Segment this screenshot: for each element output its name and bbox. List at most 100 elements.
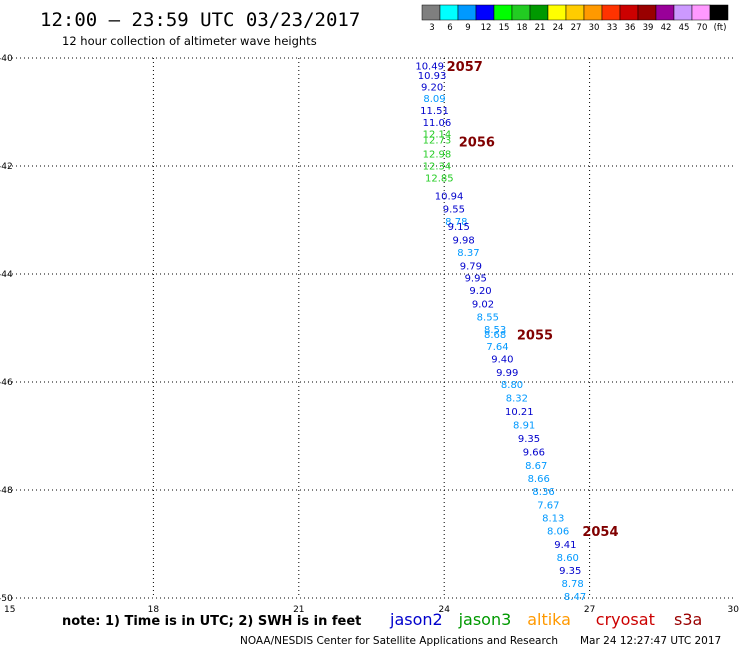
colorbar-swatch <box>457 4 477 21</box>
swh-value-label: 9.79 <box>460 261 482 272</box>
swh-value-label: 9.55 <box>443 205 465 216</box>
swh-value-label: 9.41 <box>554 540 576 551</box>
colorbar-swatch <box>529 4 549 21</box>
colorbar-swatch <box>421 4 441 21</box>
swh-value-label: 8.60 <box>557 553 579 564</box>
colorbar-label: 6 <box>447 23 452 33</box>
swh-value-label: 8.66 <box>528 474 550 485</box>
y-tick-label: -50 <box>0 594 13 604</box>
colorbar-swatch <box>655 4 675 21</box>
y-tick-label: -42 <box>0 162 13 172</box>
swh-value-label: 8.37 <box>457 248 479 259</box>
footer-timestamp: Mar 24 12:27:47 UTC 2017 <box>580 635 721 647</box>
colorbar-label: 12 <box>481 23 492 33</box>
swh-value-label: 8.68 <box>484 330 506 341</box>
pass-time-label: 2055 <box>517 328 553 343</box>
pass-time-label: 2057 <box>447 60 483 75</box>
swh-points: 10.4910.939.208.0911.5111.0612.1412.7312… <box>415 62 586 603</box>
footer-credit: NOAA/NESDIS Center for Satellite Applica… <box>240 635 558 647</box>
swh-value-label: 8.78 <box>445 217 467 228</box>
y-tick-label: -48 <box>0 486 13 496</box>
swh-value-label: 9.99 <box>496 368 518 379</box>
colorbar-label: 39 <box>643 23 654 33</box>
swh-value-label: 8.32 <box>506 394 528 405</box>
swh-value-label: 9.02 <box>472 300 494 311</box>
colorbar-label: 42 <box>661 23 672 33</box>
x-tick-label: 30 <box>728 605 740 615</box>
swh-value-label: 9.98 <box>452 235 474 246</box>
colorbar-label: 3 <box>429 23 434 33</box>
swh-value-label: 9.15 <box>448 222 470 233</box>
swh-value-label: 10.93 <box>418 71 447 82</box>
swh-value-label: 12.14 <box>423 130 452 141</box>
mission-label-s3a: s3a <box>674 610 702 629</box>
swh-value-label: 8.36 <box>532 487 554 498</box>
colorbar-swatch <box>511 4 531 21</box>
chart-subtitle: 12 hour collection of altimeter wave hei… <box>62 34 317 48</box>
swh-value-label: 9.20 <box>469 286 491 297</box>
swh-value-label: 8.13 <box>542 514 564 525</box>
swh-value-label: 12.98 <box>423 150 452 161</box>
swh-value-label: 12.73 <box>423 136 452 147</box>
colorbar-label: 18 <box>517 23 528 33</box>
y-tick-label: -40 <box>0 54 13 64</box>
swh-value-label: 8.53 <box>484 325 506 336</box>
swh-value-label: 8.55 <box>477 313 499 324</box>
y-tick-label: -44 <box>0 270 13 280</box>
y-tick-label: -46 <box>0 378 13 388</box>
swh-value-label: 8.47 <box>564 592 586 603</box>
mission-label-altika: altika <box>527 610 571 629</box>
swh-colorbar: 3 6 9 12 15 18 21 24 27 30 33 36 39 42 45 70 (ft) <box>421 4 729 33</box>
time-labels: 2057 2056 2055 2054 <box>447 60 619 540</box>
swh-value-label: 8.91 <box>513 421 535 432</box>
colorbar-label: 70 <box>697 23 708 33</box>
swh-value-label: 8.80 <box>501 380 523 391</box>
colorbar-swatch <box>565 4 585 21</box>
colorbar-swatch <box>673 4 693 21</box>
colorbar-label: (ft) <box>714 23 727 33</box>
y-axis-ticks: -40 -42 -44 -46 -48 -50 <box>0 54 13 604</box>
swh-value-label: 9.20 <box>421 83 443 94</box>
colorbar-label: 33 <box>607 23 618 33</box>
swh-value-label: 9.40 <box>491 354 513 365</box>
swh-value-label: 9.66 <box>523 448 545 459</box>
mission-label-cryosat: cryosat <box>596 610 655 629</box>
swh-value-label: 11.51 <box>420 106 449 117</box>
x-tick-label: 24 <box>438 605 450 615</box>
x-tick-label: 21 <box>293 605 304 615</box>
swh-value-label: 9.35 <box>518 434 540 445</box>
chart-title: 12:00 – 23:59 UTC 03/23/2017 <box>40 9 360 31</box>
swh-value-label: 10.94 <box>435 192 464 203</box>
colorbar-swatch <box>691 4 711 21</box>
colorbar-swatch <box>475 4 495 21</box>
colorbar-swatch <box>439 4 459 21</box>
colorbar-swatch <box>583 4 603 21</box>
plot-grid <box>8 57 735 599</box>
swh-value-label: 8.78 <box>562 579 584 590</box>
swh-value-label: 10.21 <box>505 407 534 418</box>
colorbar-label: 27 <box>571 23 582 33</box>
colorbar-label: 15 <box>499 23 510 33</box>
colorbar-swatch <box>601 4 621 21</box>
swh-value-label: 7.64 <box>486 342 508 353</box>
mission-legend: jason2 jason3 altika cryosat s3a <box>389 610 702 629</box>
swh-value-label: 11.06 <box>423 118 452 129</box>
swh-value-label: 9.95 <box>465 273 487 284</box>
swh-value-label: 12.34 <box>423 162 452 173</box>
swh-value-label: 7.67 <box>537 501 559 512</box>
swh-value-label: 9.35 <box>559 566 581 577</box>
pass-time-label: 2054 <box>582 525 618 540</box>
colorbar-label: 30 <box>589 23 600 33</box>
swh-value-label: 8.09 <box>423 94 445 105</box>
colorbar-swatch <box>709 4 729 21</box>
colorbar-label: 21 <box>535 23 546 33</box>
colorbar-label: 9 <box>465 23 470 33</box>
mission-label-jason2: jason2 <box>389 610 443 629</box>
x-tick-label: 27 <box>584 605 595 615</box>
swh-value-label: 8.06 <box>547 527 569 538</box>
colorbar-swatch <box>637 4 657 21</box>
colorbar-label: 45 <box>679 23 690 33</box>
x-axis-ticks: 15 18 21 24 27 30 <box>4 605 739 615</box>
x-tick-label: 15 <box>4 605 15 615</box>
